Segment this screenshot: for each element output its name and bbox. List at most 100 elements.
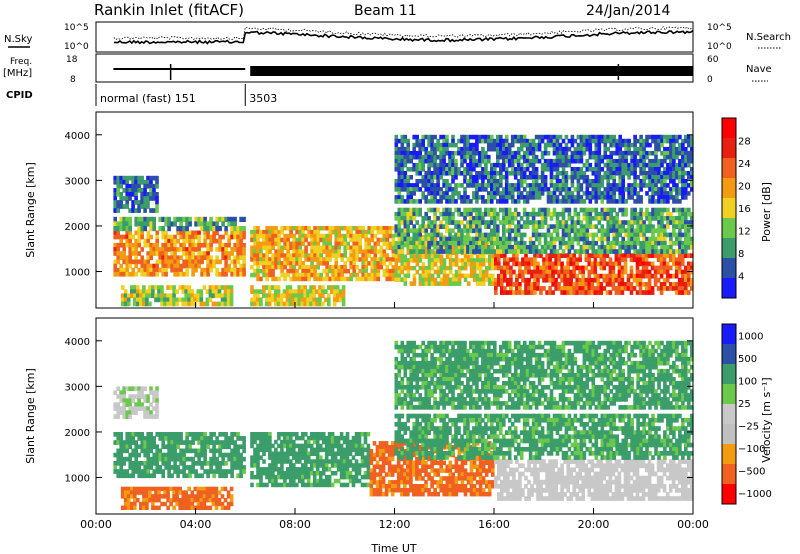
heatmap-cell-band-7 — [629, 257, 634, 263]
heatmap-cell-band-8 — [633, 249, 637, 254]
heatmap-cell-band-8 — [585, 220, 590, 225]
heatmap-cell-band-8 — [528, 211, 533, 217]
heatmap-cell-band-6 — [469, 269, 474, 275]
heatmap-cell-band-7 — [560, 273, 564, 279]
heatmap-cell-band-5 — [250, 285, 254, 290]
heatmap-cell-band-7 — [590, 277, 595, 283]
heatmap-cell-band-8 — [636, 211, 640, 217]
heatmap-cell-band-7 — [617, 282, 622, 287]
heatmap-cell-band-3 — [166, 293, 170, 299]
heatmap-cell-band-8 — [499, 249, 503, 254]
heatmap-cell-band-9 — [576, 179, 581, 184]
heatmap-cell-band-7 — [566, 265, 570, 271]
heatmap-cell-band-8 — [690, 211, 694, 217]
heatmap-cell-band-7 — [659, 273, 664, 279]
heatmap-cell-band-7 — [617, 261, 622, 267]
heatmap-cell-band-8 — [457, 207, 461, 213]
heatmap-cell-band-8 — [597, 236, 602, 242]
heatmap-cell-band-7 — [527, 290, 531, 295]
heatmap-cell-band-9 — [633, 167, 637, 172]
heatmap-cell-band-4 — [355, 276, 359, 282]
heatmap-cell-band-8 — [528, 236, 533, 242]
heatmap-cell-band-7 — [533, 277, 537, 283]
heatmap-cell-band-6 — [469, 262, 474, 267]
heatmap-cell-band-8 — [570, 224, 575, 229]
heatmap-cell-band-4 — [358, 237, 362, 243]
heatmap-cell-band-8 — [642, 211, 646, 217]
heatmap-cell-band-7 — [684, 253, 688, 258]
heatmap-cell-band-6 — [457, 258, 462, 263]
cpid-row: CPID normal (fast) 151 3503 — [6, 84, 277, 106]
heatmap-cell-band-7 — [602, 257, 607, 263]
heatmap-cell-band-8 — [678, 207, 682, 213]
heatmap-cell-band-9 — [496, 158, 500, 164]
heatmap-cell-band-8 — [418, 236, 422, 242]
heatmap-cell-band-8 — [597, 249, 602, 254]
heatmap-cell-band-8 — [454, 220, 458, 225]
heatmap-cell-band-0 — [149, 251, 153, 256]
heatmap-cell-band-4 — [310, 249, 314, 254]
heatmap-cell-band-7 — [665, 286, 670, 291]
heatmap-cell-band-8 — [633, 220, 637, 225]
heatmap-cell-band-1 — [209, 226, 213, 232]
heatmap-cell-band-0 — [242, 247, 246, 252]
heatmap-cell-band-0 — [128, 230, 132, 236]
heatmap-cell-band-6 — [460, 273, 465, 279]
heatmap-cell-band-8 — [600, 245, 605, 250]
heatmap-cell-band-1 — [152, 221, 156, 227]
heatmap-cell-band-5 — [303, 297, 307, 303]
heatmap-cell-band-0 — [128, 271, 132, 277]
heatmap-cell-band-8 — [591, 249, 596, 254]
heatmap-cell-band-0 — [131, 259, 135, 265]
heatmap-cell-band-8 — [579, 207, 584, 213]
heatmap-cell-band-1 — [242, 216, 246, 222]
heatmap-cell-band-0 — [242, 259, 246, 265]
heatmap-cell-band-7 — [662, 269, 667, 275]
heatmap-cell-band-4 — [310, 253, 314, 258]
heatmap-cell-band-9 — [454, 158, 458, 164]
heatmap-cell-band-8 — [648, 228, 652, 234]
heatmap-cell-band-3 — [214, 289, 219, 294]
heatmap-cell-band-4 — [295, 276, 299, 282]
heatmap-cell-band-0 — [221, 247, 225, 252]
heatmap-cell-band-6 — [463, 265, 468, 271]
heatmap-cell-band-8 — [457, 228, 461, 234]
heatmap-cell-band-9 — [600, 179, 605, 184]
heatmap-cell-band-3 — [214, 293, 219, 299]
heatmap-cell-band-8 — [472, 236, 476, 242]
heatmap-cell-band-5 — [279, 297, 284, 303]
heatmap-cell-band-7 — [596, 261, 601, 267]
heatmap-cell-band-8 — [502, 224, 506, 229]
heatmap-cell-band-8 — [630, 232, 634, 238]
heatmap-cell-band-7 — [605, 277, 610, 283]
heatmap-cell-band-9 — [540, 171, 545, 176]
heatmap-cell-band-4 — [322, 237, 326, 243]
heatmap-cell-band-4 — [325, 257, 329, 262]
heatmap-cell-band-8 — [478, 232, 482, 238]
heatmap-cell-band-7 — [617, 290, 622, 295]
heatmap-cell-band-7 — [524, 282, 528, 287]
heatmap-cell-band-0 — [173, 251, 177, 256]
heatmap-cell-band-8 — [654, 249, 658, 254]
heatmap-cell-band-8 — [618, 228, 622, 234]
heatmap-cell-band-6 — [424, 277, 429, 282]
heatmap-cell-band-9 — [621, 195, 625, 200]
heatmap-cell-band-8 — [672, 220, 676, 225]
heatmap-cell-band-7 — [593, 261, 598, 267]
heatmap-cell-band-8 — [540, 216, 545, 221]
heatmap-cell-band-1 — [230, 226, 234, 232]
heatmap-cell-band-4 — [268, 265, 272, 270]
heatmap-cell-band-9 — [633, 142, 637, 148]
heatmap-cell-band-3 — [145, 297, 149, 303]
heatmap-cell-band-4 — [319, 237, 323, 243]
heatmap-cell-band-5 — [335, 289, 340, 294]
heatmap-cell-band-4 — [277, 241, 281, 247]
heatmap-cell-band-7 — [515, 253, 519, 258]
heatmap-cell-band-4 — [277, 237, 281, 243]
heatmap-cell-band-1 — [230, 216, 234, 222]
heatmap-cell-band-3 — [208, 285, 213, 290]
heatmap-cell-band-7 — [632, 286, 637, 291]
heatmap-cell-band-8 — [478, 245, 482, 250]
heatmap-cell-band-8 — [531, 211, 536, 217]
heatmap-cell-band-8 — [531, 228, 536, 234]
